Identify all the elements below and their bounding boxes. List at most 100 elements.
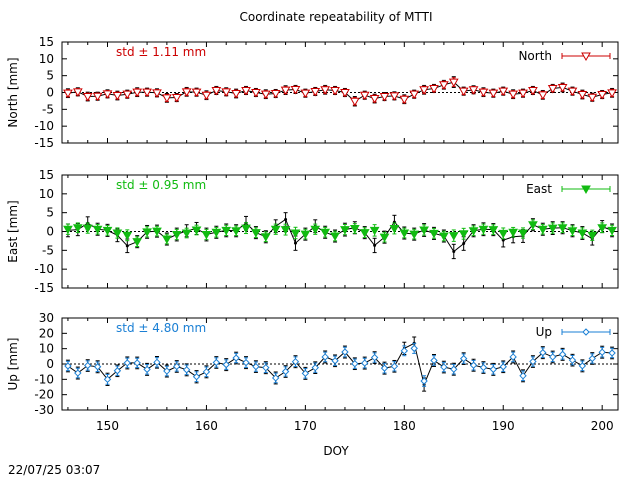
series-point <box>72 224 83 233</box>
series-point <box>122 231 133 241</box>
series-point <box>93 363 102 371</box>
series-point <box>310 87 321 97</box>
series-point <box>448 232 459 241</box>
series-point <box>270 225 281 235</box>
series-point <box>439 81 449 90</box>
series-point <box>361 359 369 367</box>
series-point <box>291 357 300 366</box>
raw-point <box>462 242 466 246</box>
x-tick-label: 160 <box>195 419 218 433</box>
series-point <box>321 353 329 361</box>
series-point <box>379 93 390 102</box>
y-tick-label: -5 <box>42 243 54 257</box>
series-point <box>488 89 499 99</box>
y-axis-label: East [mm] <box>6 200 20 262</box>
y-tick-label: -10 <box>34 372 54 386</box>
series-point <box>133 359 141 367</box>
series-point <box>211 86 222 96</box>
series-point <box>252 362 260 371</box>
series-point <box>103 375 112 384</box>
series-point <box>143 365 151 374</box>
series-point <box>260 233 271 242</box>
series-point <box>152 89 162 98</box>
series-point <box>92 225 103 235</box>
series-point <box>409 90 420 100</box>
series-point <box>499 363 507 371</box>
series-point <box>519 372 527 380</box>
series-point <box>63 225 73 235</box>
series-point <box>409 230 420 240</box>
series-point <box>74 369 82 377</box>
series-point <box>270 90 281 99</box>
series-point <box>588 354 596 363</box>
series-point <box>349 224 360 234</box>
legend-label: North <box>518 49 552 63</box>
y-tick-label: -10 <box>34 262 54 276</box>
series-point <box>142 228 152 237</box>
raw-point <box>452 249 456 253</box>
series-point <box>547 224 558 234</box>
series-point <box>597 224 608 233</box>
series-point <box>162 235 172 245</box>
x-tick-label: 170 <box>294 419 317 433</box>
series-point <box>242 358 250 367</box>
series-point <box>162 94 172 103</box>
series-point <box>489 365 498 374</box>
series-point <box>380 364 389 372</box>
series-point <box>597 91 608 100</box>
series-point <box>301 369 310 378</box>
series-point <box>310 225 321 235</box>
series-point <box>211 228 222 238</box>
series-point <box>390 362 399 371</box>
series-point <box>389 92 400 101</box>
series-point <box>518 89 528 99</box>
series-point <box>320 228 331 238</box>
series-point <box>349 97 360 107</box>
series-point <box>528 86 538 96</box>
series-point <box>558 350 567 359</box>
series-point <box>251 229 261 238</box>
series-point <box>568 356 577 364</box>
series-point <box>567 87 578 97</box>
series-point <box>64 362 72 370</box>
series-point <box>419 86 429 95</box>
raw-point <box>373 243 377 247</box>
series-point <box>379 233 390 243</box>
series-point <box>359 229 370 238</box>
legend-label: East <box>526 182 552 196</box>
series-point <box>82 224 93 234</box>
y-tick-label: 0 <box>46 225 54 239</box>
panel-north: 15 10 5 0 -5 -10 -15 North [mm] std ± 1.11 mm Nor… <box>6 35 619 150</box>
series-point <box>192 373 201 381</box>
series-point <box>280 86 291 96</box>
series-point <box>201 231 212 240</box>
series-point <box>171 94 182 103</box>
series-point <box>92 92 103 102</box>
series-point <box>271 374 280 382</box>
series-point <box>448 78 459 88</box>
series-point <box>607 226 617 236</box>
legend-marker <box>582 328 590 336</box>
series-point <box>231 90 241 99</box>
series-point <box>478 88 489 98</box>
series-point <box>290 85 301 95</box>
series-point <box>440 363 448 371</box>
series-point <box>280 226 291 235</box>
y-tick-label: 30 <box>39 311 54 325</box>
series-point <box>458 87 469 97</box>
series-point <box>63 89 73 99</box>
series-point <box>221 88 232 97</box>
series-point <box>410 344 418 353</box>
series-point <box>587 231 598 241</box>
series-point <box>547 84 558 94</box>
series-point <box>459 354 468 363</box>
chart-title: Coordinate repeatability of MTTI <box>239 10 432 24</box>
series-point <box>478 225 489 235</box>
y-tick-label: 20 <box>39 326 54 340</box>
series-point <box>578 362 587 370</box>
panel-east: 15 10 5 0 -5 -10 -15 East [mm] std ± 0.95 mm East <box>6 168 619 295</box>
series-point <box>498 87 509 97</box>
series-point <box>548 353 557 361</box>
series-point <box>163 367 171 375</box>
